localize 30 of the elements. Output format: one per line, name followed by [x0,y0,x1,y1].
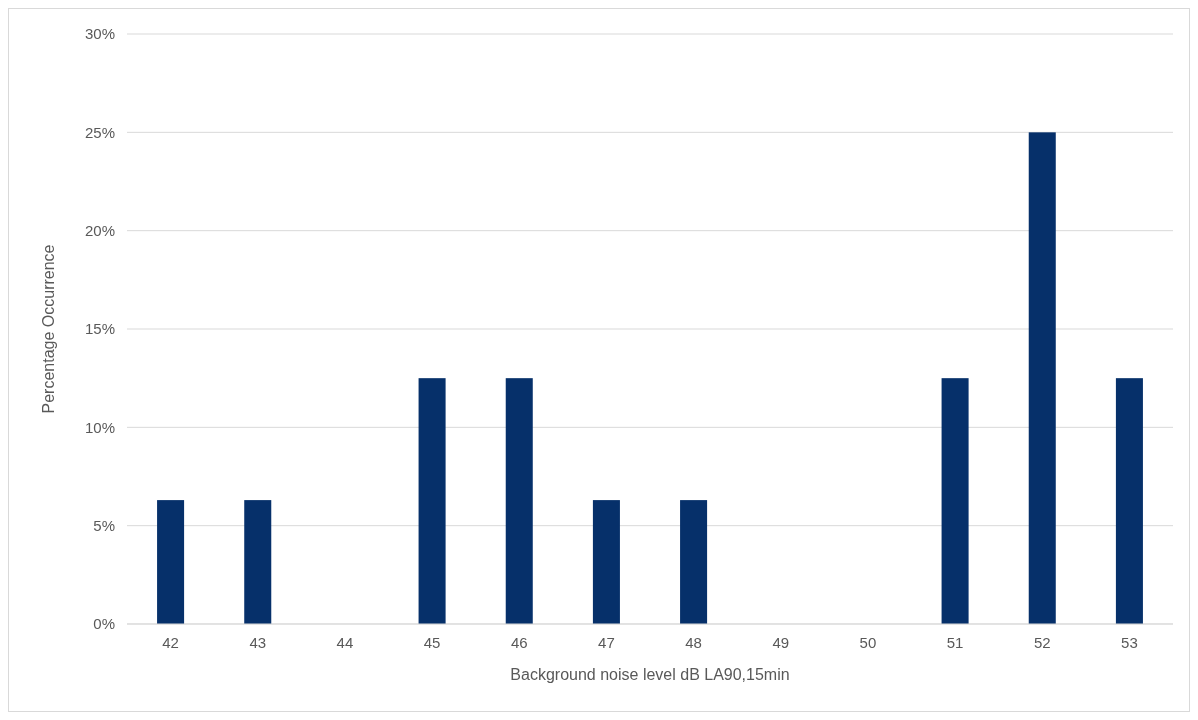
bar [1028,132,1056,624]
bar [1115,378,1143,624]
bar [418,378,446,624]
y-tick-label: 5% [93,516,115,534]
x-axis-title: Background noise level dB LA90,15min [510,666,790,683]
x-tick-label: 45 [423,634,441,651]
x-tick-label: 42 [162,634,179,651]
x-tick-label: 43 [249,634,267,651]
y-tick-label: 20% [84,221,115,239]
bar [505,378,533,624]
bar [680,500,708,624]
x-tick-label: 49 [772,634,790,651]
bar [157,500,185,624]
x-tick-label: 47 [598,634,615,651]
y-tick-label: 0% [93,615,115,633]
y-tick-label: 10% [84,418,115,436]
x-tick-label: 46 [510,634,528,651]
x-tick-label: 48 [685,634,702,651]
y-tick-label: 25% [84,123,115,141]
bar [592,500,620,624]
x-tick-label: 52 [1033,634,1051,651]
x-tick-label: 51 [946,634,964,651]
bar [244,500,272,624]
y-axis-title: Percentage Occurrence [40,244,57,414]
x-tick-label: 44 [336,634,354,651]
y-tick-label: 30% [84,25,115,43]
bar [941,378,969,624]
y-tick-label: 15% [84,320,115,338]
x-tick-label: 53 [1121,634,1138,651]
x-tick-label: 50 [859,634,877,651]
